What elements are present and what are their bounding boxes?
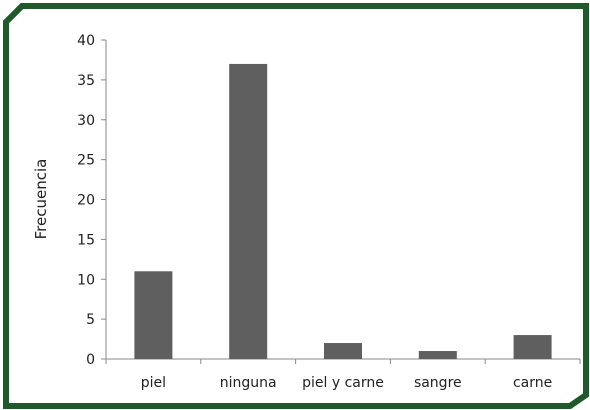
y-tick-label: 5 — [86, 312, 95, 328]
x-tick-label: ninguna — [220, 375, 277, 391]
bar-piel-y-carne — [324, 343, 362, 359]
bar-sangre — [418, 351, 457, 359]
y-tick-label: 40 — [77, 33, 95, 49]
y-tick-label: 0 — [86, 352, 95, 368]
x-tick-label: carne — [513, 375, 552, 391]
y-tick-label: 20 — [77, 193, 95, 209]
y-tick-label: 30 — [77, 113, 95, 129]
bar-ninguna — [229, 63, 268, 360]
frame-border — [3, 3, 589, 409]
y-tick-label: 25 — [77, 153, 95, 169]
y-tick-label: 15 — [77, 232, 95, 248]
plot-area: 0 5 10 15 20 25 30 35 40 piel ninguna piel y carne s… — [77, 33, 581, 391]
y-axis-title: Frecuencia — [32, 159, 50, 240]
y-tick-label: 10 — [77, 272, 95, 288]
x-tick-label: sangre — [414, 375, 462, 391]
bar-carne — [513, 335, 552, 359]
x-tick-label: piel — [141, 375, 166, 391]
bar-piel — [134, 271, 173, 359]
x-tick-label: piel y carne — [302, 375, 384, 391]
y-tick-label: 35 — [77, 73, 95, 89]
